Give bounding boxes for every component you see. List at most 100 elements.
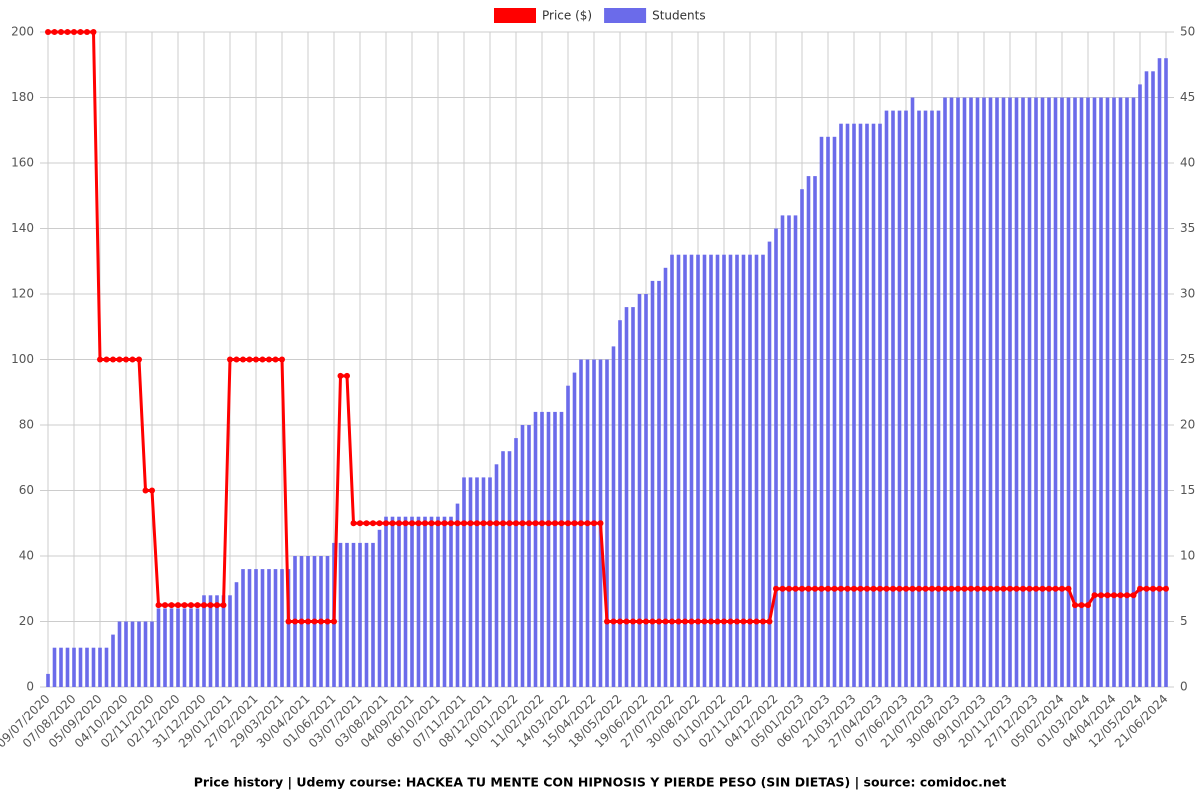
bar [722, 254, 726, 687]
bar [540, 411, 544, 687]
price-marker [831, 585, 838, 592]
price-marker [526, 520, 532, 527]
price-marker [1033, 585, 1039, 592]
chart-title: Price history | Udemy course: HACKEA TU … [194, 775, 1006, 790]
price-marker [513, 520, 519, 527]
price-marker [168, 602, 175, 609]
price-marker [188, 602, 194, 609]
price-marker [591, 520, 597, 527]
price-marker [766, 618, 773, 625]
price-marker [870, 585, 877, 592]
bar [65, 647, 70, 687]
bar [1021, 97, 1025, 687]
legend-swatch [604, 8, 647, 23]
bar [878, 123, 882, 687]
bar [819, 136, 824, 688]
price-marker [805, 585, 812, 592]
price-marker [584, 520, 591, 527]
price-marker [929, 585, 935, 592]
bar [247, 569, 252, 687]
bar [1073, 97, 1077, 687]
bar [150, 621, 154, 687]
bar [104, 647, 109, 687]
bar [423, 516, 427, 687]
bar [988, 97, 993, 687]
bar [143, 621, 148, 687]
bar [1138, 84, 1142, 687]
price-marker [116, 356, 123, 363]
bar [286, 569, 291, 687]
bar [228, 595, 232, 687]
price-marker [701, 618, 708, 625]
bar [280, 569, 284, 687]
price-marker [64, 29, 71, 35]
price-marker [259, 356, 266, 363]
price-marker [292, 618, 298, 625]
price-marker [760, 618, 766, 625]
price-marker [324, 618, 331, 625]
bar [917, 110, 921, 688]
price-marker [110, 356, 116, 363]
bar [1053, 97, 1058, 687]
bar [241, 569, 245, 687]
price-marker [162, 602, 168, 609]
bar [384, 516, 388, 687]
price-marker [1020, 585, 1026, 592]
price-marker [461, 520, 467, 527]
bar [429, 516, 434, 687]
bar [793, 215, 798, 687]
bar [1066, 97, 1071, 687]
bar [91, 647, 96, 687]
bar [215, 595, 219, 687]
bar [631, 307, 635, 687]
bar [527, 425, 531, 687]
price-marker [539, 520, 545, 527]
price-marker [415, 520, 422, 527]
price-marker [318, 618, 324, 625]
bar [507, 451, 512, 687]
price-marker [207, 602, 214, 609]
bar [735, 254, 739, 687]
bar [449, 516, 453, 687]
bar [52, 647, 57, 687]
bar [605, 359, 609, 687]
price-marker [428, 520, 435, 527]
price-marker [1059, 585, 1065, 592]
price-marker [773, 585, 779, 592]
y2-tick-label: 0 [1180, 680, 1188, 694]
bar [78, 647, 83, 687]
y2-tick-label: 10 [1180, 549, 1195, 563]
price-marker [981, 585, 987, 592]
price-marker [604, 618, 610, 625]
price-marker [714, 618, 721, 625]
bar [566, 385, 570, 687]
price-marker [149, 487, 155, 494]
price-marker [552, 520, 558, 527]
price-marker [779, 585, 786, 592]
bar [845, 123, 850, 687]
price-marker [571, 520, 578, 527]
bar [436, 516, 440, 687]
price-marker [1137, 585, 1143, 592]
y-tick-label: 160 [11, 156, 34, 170]
bar [124, 621, 128, 687]
y-tick-label: 80 [19, 418, 34, 432]
bar [234, 582, 239, 687]
bar [611, 346, 616, 687]
bar [98, 647, 102, 687]
bar [72, 647, 76, 687]
bar [202, 595, 206, 687]
price-marker [1143, 585, 1150, 592]
bar [117, 621, 122, 687]
price-marker [1078, 602, 1085, 609]
price-marker [974, 585, 981, 592]
bar [1027, 97, 1032, 687]
price-marker [799, 585, 805, 592]
y2-tick-label: 40 [1180, 156, 1195, 170]
bar [1164, 58, 1168, 687]
bar [1118, 97, 1123, 687]
bar [364, 542, 369, 687]
price-marker [240, 356, 246, 363]
bar [358, 542, 362, 687]
